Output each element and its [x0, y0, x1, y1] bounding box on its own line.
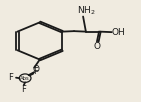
Text: OH: OH — [112, 28, 125, 37]
Text: NH$_2$: NH$_2$ — [77, 5, 96, 17]
Text: F: F — [8, 73, 13, 82]
Text: F: F — [21, 85, 26, 94]
Text: O: O — [33, 65, 40, 74]
Text: O: O — [94, 42, 101, 51]
Text: Abs: Abs — [20, 76, 30, 81]
Text: F: F — [33, 67, 38, 76]
